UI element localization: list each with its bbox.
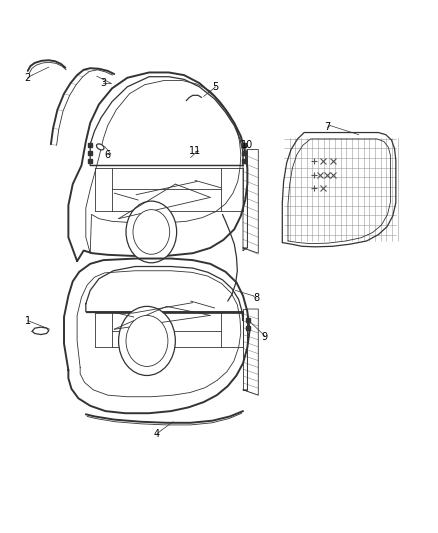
Text: 10: 10 [241, 140, 254, 150]
Text: 3: 3 [100, 78, 106, 88]
Text: 5: 5 [212, 82, 219, 92]
Text: 2: 2 [25, 73, 31, 83]
Ellipse shape [96, 144, 104, 150]
Circle shape [119, 306, 175, 375]
Text: 9: 9 [262, 332, 268, 342]
Circle shape [126, 201, 177, 263]
Circle shape [133, 209, 170, 254]
Circle shape [126, 316, 168, 367]
Text: 6: 6 [105, 150, 111, 160]
Text: 1: 1 [25, 316, 31, 326]
Text: 8: 8 [253, 293, 259, 303]
Text: 11: 11 [189, 146, 201, 156]
Text: 4: 4 [154, 429, 160, 439]
Text: 7: 7 [324, 122, 330, 132]
